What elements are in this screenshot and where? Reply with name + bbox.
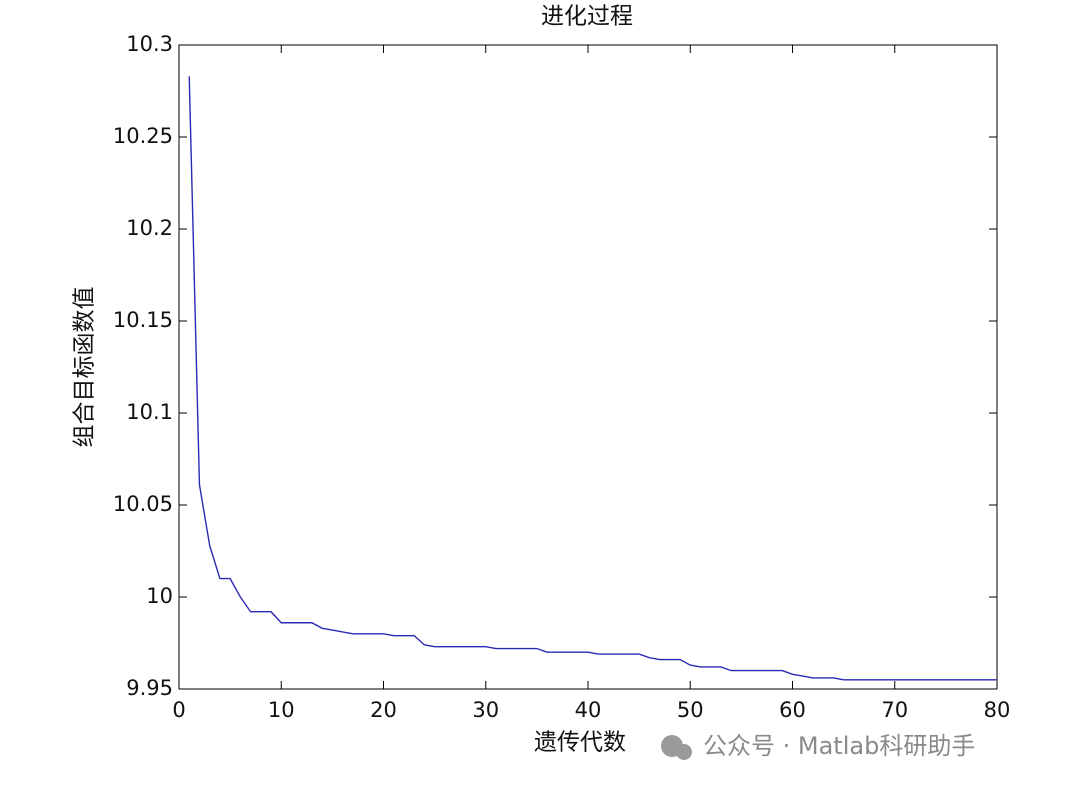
x-tick-label: 10 xyxy=(268,698,295,722)
x-tick-label: 70 xyxy=(881,698,908,722)
x-tick-label: 60 xyxy=(779,698,806,722)
x-tick-label: 40 xyxy=(575,698,602,722)
y-tick-label: 10.05 xyxy=(113,492,173,516)
y-tick-label: 10.25 xyxy=(113,124,173,148)
y-tick-label: 10.15 xyxy=(113,308,173,332)
y-tick-label: 9.95 xyxy=(126,676,173,700)
x-tick-label: 80 xyxy=(984,698,1011,722)
x-tick-label: 30 xyxy=(472,698,499,722)
x-tick-label: 0 xyxy=(172,698,185,722)
y-tick-label: 10.3 xyxy=(126,32,173,56)
y-tick-label: 10 xyxy=(146,584,173,608)
y-tick-label: 10.1 xyxy=(126,400,173,424)
y-axis-label: 组合目标函数值 xyxy=(72,287,98,448)
plot-frame xyxy=(178,44,998,690)
x-axis-label: 遗传代数 xyxy=(534,730,626,756)
chart-title: 进化过程 xyxy=(541,4,633,30)
x-tick-label: 50 xyxy=(677,698,704,722)
x-tick-label: 20 xyxy=(370,698,397,722)
watermark-icon xyxy=(661,735,692,760)
watermark: 公众号 · Matlab科研助手 xyxy=(703,732,975,760)
data-line xyxy=(188,76,997,681)
y-tick-label: 10.2 xyxy=(126,216,173,240)
